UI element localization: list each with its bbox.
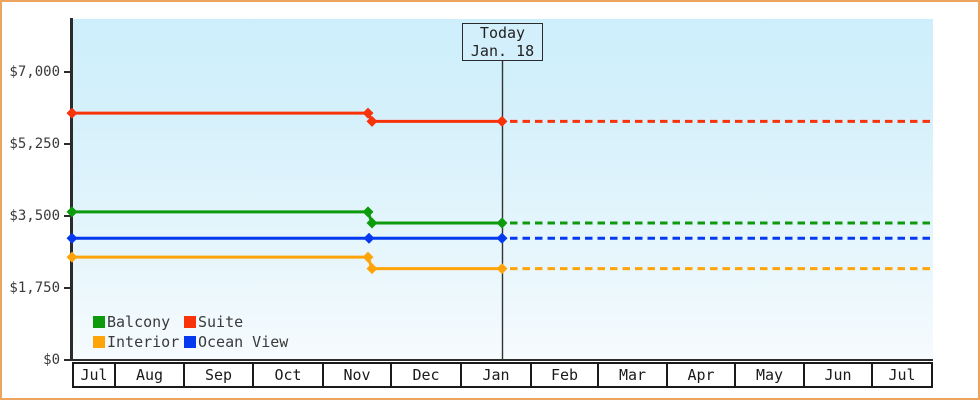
balcony-point-marker — [362, 206, 374, 218]
month-cell-aug-1: Aug — [116, 362, 185, 388]
y-axis-label-0: $0 — [43, 352, 60, 368]
month-cell-jun-11: Jun — [805, 362, 873, 388]
interior-price-line — [72, 255, 502, 271]
month-cell-jul-12: Jul — [873, 362, 933, 388]
y-axis-line — [70, 18, 73, 361]
month-cell-dec-5: Dec — [392, 362, 462, 388]
legend-item-interior: Interior — [93, 332, 184, 351]
legend-label: Ocean View — [198, 332, 289, 351]
legend-item-ocean-view: Ocean View — [184, 332, 289, 351]
interior-point-marker — [362, 251, 374, 263]
legend-swatch-suite — [184, 315, 196, 328]
suite-point-marker — [496, 115, 508, 127]
month-cell-jan-6: Jan — [462, 362, 532, 388]
legend-item-balcony: Balcony — [93, 312, 184, 331]
month-cell-jul-0: Jul — [72, 362, 116, 388]
legend-item-suite: Suite — [184, 312, 288, 331]
balcony-point-marker — [366, 217, 378, 229]
legend-swatch-ocean-view — [184, 335, 196, 348]
y-axis-tick — [64, 215, 71, 217]
y-axis-label-1750: $1,750 — [9, 280, 60, 296]
balcony-point-marker — [496, 217, 508, 229]
legend-swatch-balcony — [93, 315, 105, 328]
legend: Balcony Suite Interior Ocean View — [93, 312, 289, 351]
month-cell-feb-7: Feb — [532, 362, 599, 388]
y-axis-label-7000: $7,000 — [9, 64, 60, 80]
ocean-view-point-marker — [496, 232, 508, 244]
legend-swatch-interior — [93, 335, 105, 348]
y-axis-tick — [64, 287, 71, 289]
x-axis-line — [70, 359, 933, 361]
interior-point-marker — [496, 263, 508, 275]
x-axis-month-strip: Jul Aug Sep Oct Nov Dec Jan Feb Mar Apr May Jun Jul — [72, 362, 933, 388]
month-cell-may-10: May — [736, 362, 805, 388]
y-axis-label-5250: $5,250 — [9, 136, 60, 152]
suite-point-marker — [66, 107, 78, 119]
balcony-point-marker — [66, 206, 78, 218]
today-date: Jan. 18 — [470, 42, 535, 60]
interior-point-marker — [66, 251, 78, 263]
legend-label: Suite — [198, 312, 244, 331]
y-axis-label-3500: $3,500 — [9, 208, 60, 224]
today-marker-flag: Today Jan. 18 — [462, 23, 543, 61]
ocean-view-point-marker — [363, 232, 375, 244]
suite-point-marker — [362, 107, 374, 119]
y-axis-tick — [64, 359, 71, 361]
month-cell-apr-9: Apr — [668, 362, 736, 388]
y-axis-tick — [64, 71, 71, 73]
interior-point-marker — [366, 263, 378, 275]
month-cell-oct-3: Oct — [254, 362, 324, 388]
legend-label: Interior — [107, 332, 180, 351]
month-cell-nov-4: Nov — [324, 362, 392, 388]
legend-label: Balcony — [107, 312, 171, 331]
suite-price-line — [72, 111, 502, 123]
month-cell-mar-8: Mar — [599, 362, 668, 388]
month-cell-sep-2: Sep — [185, 362, 254, 388]
today-label: Today — [479, 24, 526, 42]
ocean-view-point-marker — [66, 232, 78, 244]
balcony-price-line — [72, 210, 502, 225]
y-axis-tick — [64, 143, 71, 145]
suite-point-marker — [366, 115, 378, 127]
